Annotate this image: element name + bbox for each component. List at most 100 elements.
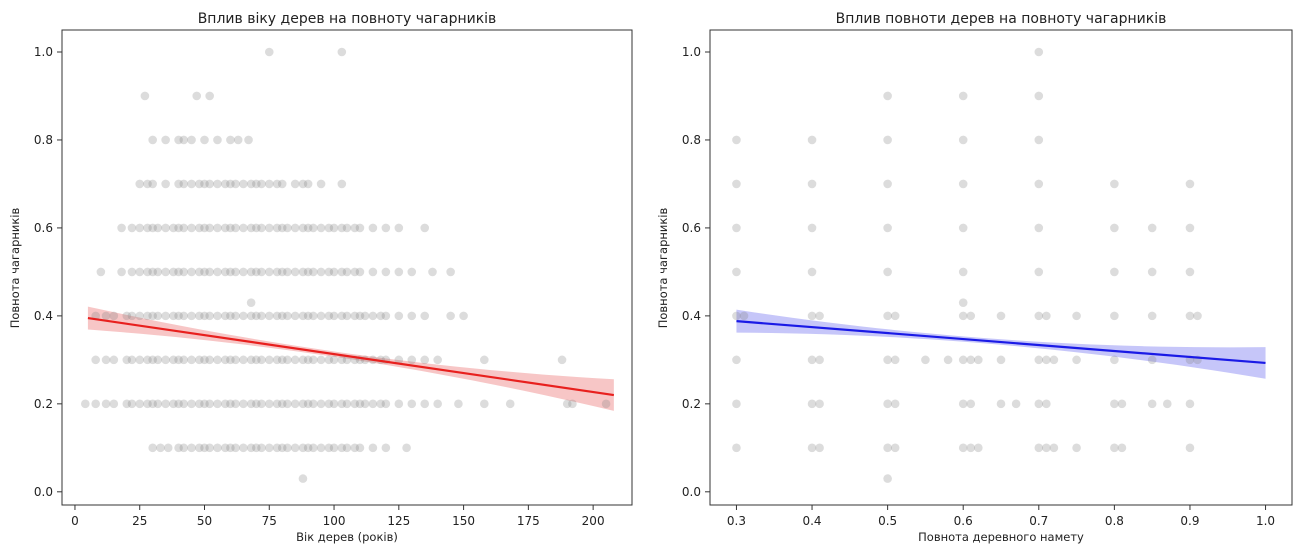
scatter-point (213, 223, 222, 233)
scatter-point (407, 355, 417, 365)
scatter-point (1042, 443, 1051, 453)
scatter-point (337, 267, 347, 277)
scatter-point (562, 399, 572, 409)
scatter-point (148, 311, 157, 321)
scatter-point (337, 399, 347, 409)
scatter-point (958, 91, 968, 101)
scatter-point (568, 399, 577, 409)
scatter-point (277, 267, 287, 277)
scatter-point (257, 311, 266, 321)
scatter-point (966, 355, 976, 365)
scatter-point (161, 355, 170, 365)
scatter-point (732, 399, 741, 409)
scatter-point (179, 179, 189, 189)
x-tick-label: 0.7 (1029, 514, 1048, 528)
scatter-point (226, 267, 235, 277)
scatter-point (815, 443, 824, 453)
scatter-point (342, 399, 352, 409)
scatter-point (187, 267, 196, 277)
scatter-point (337, 355, 347, 365)
scatter-point (394, 355, 404, 365)
scatter-point (135, 267, 145, 277)
scatter-point (303, 311, 313, 321)
scatter-point (231, 223, 240, 233)
scatter-point (298, 267, 308, 277)
plot-frame (709, 29, 1293, 506)
scatter-point (101, 355, 111, 365)
x-tick-label: 0.3 (727, 514, 746, 528)
scatter-point (402, 443, 411, 453)
scatter-point (117, 267, 126, 277)
scatter-point (1110, 223, 1119, 233)
scatter-point (161, 311, 170, 321)
scatter-point (355, 267, 365, 277)
scatter-point (277, 399, 287, 409)
scatter-point (1117, 399, 1127, 409)
scatter-point (179, 135, 189, 145)
scatter-point (342, 267, 352, 277)
scatter-point (174, 223, 183, 233)
scatter-point (1193, 311, 1202, 321)
scatter-point (890, 311, 900, 321)
scatter-point (161, 223, 170, 233)
scatter-point (231, 311, 240, 321)
scatter-point (122, 311, 132, 321)
scatter-point (135, 179, 145, 189)
scatter-point (350, 267, 360, 277)
scatter-point (246, 267, 256, 277)
scatter-point (231, 355, 240, 365)
scatter-point (342, 443, 352, 453)
scatter-point (883, 311, 892, 321)
scatter-point (252, 179, 261, 189)
scatter-point (381, 267, 391, 277)
scatter-point (368, 399, 378, 409)
scatter-point (883, 179, 892, 189)
scatter-point (890, 355, 900, 365)
scatter-point (807, 223, 817, 233)
y-tick-label: 0.2 (34, 397, 53, 411)
scatter-point (226, 135, 235, 145)
scatter-point (187, 399, 196, 409)
scatter-point (601, 399, 611, 409)
scatter-point (1110, 311, 1119, 321)
scatter-point (815, 311, 824, 321)
scatter-point (337, 223, 347, 233)
scatter-point (394, 223, 404, 233)
scatter-point (454, 399, 463, 409)
y-tick-label: 0.4 (34, 309, 53, 323)
scatter-point (246, 443, 256, 453)
x-tick-label: 0.5 (878, 514, 897, 528)
scatter-point (1011, 399, 1021, 409)
scatter-point (239, 267, 248, 277)
scatter-point (376, 311, 385, 321)
scatter-point (205, 399, 214, 409)
scatter-point (883, 355, 892, 365)
scatter-point (96, 267, 106, 277)
scatter-point (958, 298, 968, 307)
scatter-point (257, 399, 266, 409)
scatter-point (143, 355, 152, 365)
y-tick-label: 1.0 (34, 45, 53, 59)
scatter-point (316, 179, 326, 189)
scatter-point (290, 443, 300, 453)
scatter-point (161, 267, 170, 277)
scatter-point (303, 355, 313, 365)
scatter-point (883, 443, 892, 453)
x-tick-label: 1.0 (1256, 514, 1275, 528)
scatter-point (239, 311, 248, 321)
scatter-point (239, 399, 248, 409)
scatter-point (966, 399, 976, 409)
scatter-point (127, 399, 137, 409)
scatter-point (324, 443, 334, 453)
y-tick-label: 0.8 (682, 133, 701, 147)
scatter-point (996, 399, 1006, 409)
scatter-point (220, 443, 230, 453)
scatter-point (1072, 311, 1081, 321)
scatter-point (420, 355, 430, 365)
scatter-point (135, 223, 145, 233)
scatter-point (257, 267, 266, 277)
scatter-point (360, 311, 370, 321)
scatter-point (407, 311, 417, 321)
scatter-point (298, 311, 308, 321)
